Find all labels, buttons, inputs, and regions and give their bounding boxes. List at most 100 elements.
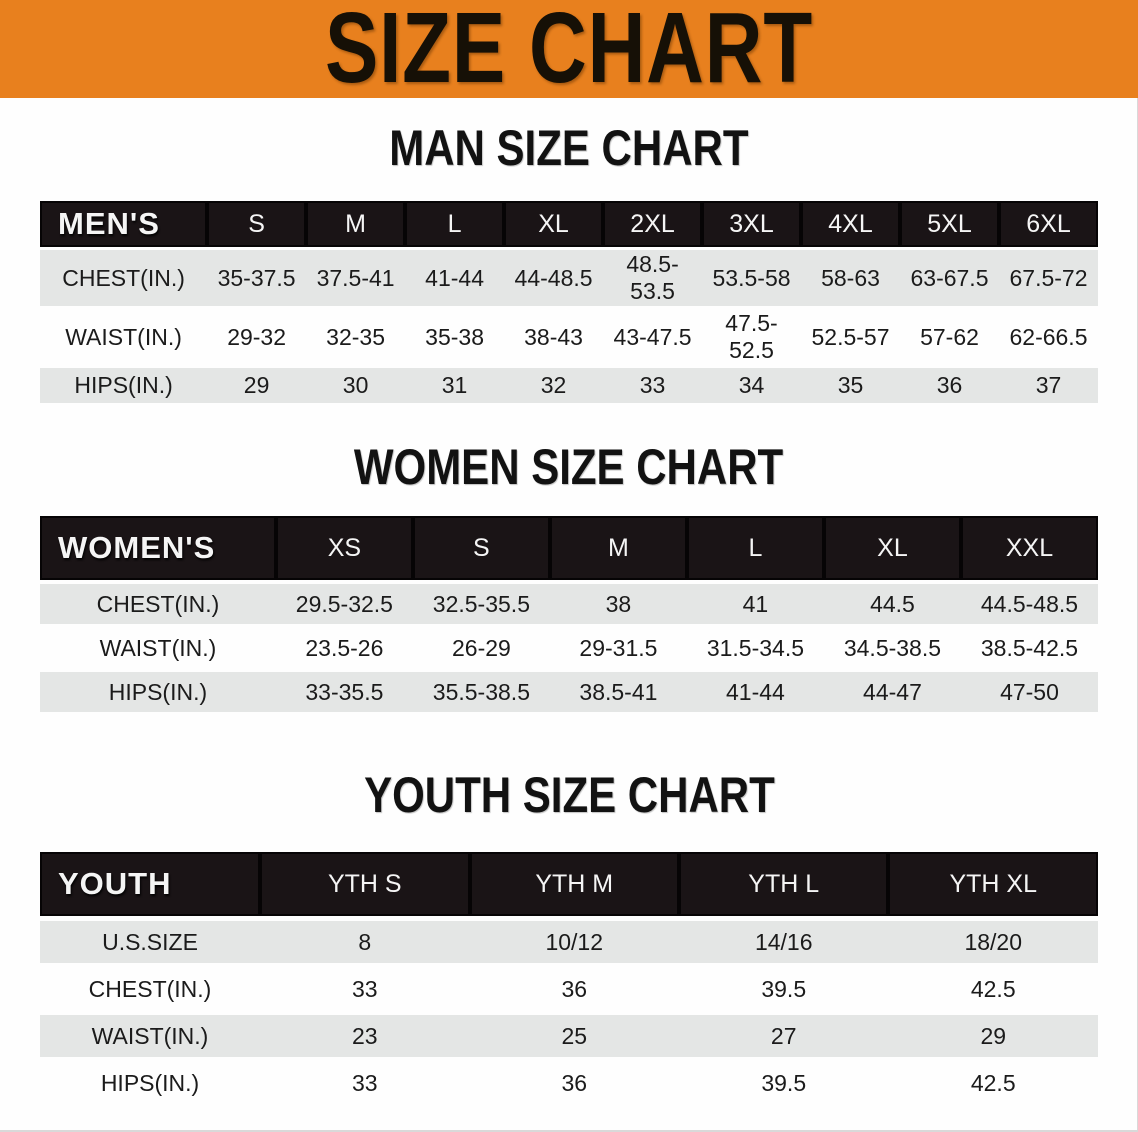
men-section: MAN SIZE CHART MEN'S S M L XL 2XL 3XL 4XL 5XL 6XL… (0, 120, 1138, 406)
measurement-value-cell: 8 (260, 921, 470, 963)
measurement-value-cell: 23.5-26 (275, 628, 413, 668)
measurement-value-cell: 34.5-38.5 (823, 628, 961, 668)
measurement-value-cell: 35-38 (405, 309, 505, 365)
measurement-value-cell: 41-44 (686, 672, 824, 712)
measurement-label-cell: U.S.SIZE (40, 921, 261, 963)
measurement-value-cell: 44.5-48.5 (960, 584, 1098, 624)
measurement-value-cell: 58-63 (801, 250, 900, 306)
table-row: U.S.SIZE 8 10/12 14/16 18/20 (40, 921, 1098, 963)
measurement-value-cell: 32 (504, 368, 604, 403)
table-header-row: YOUTH YTH S YTH M YTH L YTH XL (40, 852, 1098, 916)
women-section-title: WOMEN SIZE CHART (0, 442, 1138, 492)
measurement-value-cell: 63-67.5 (900, 250, 999, 306)
size-column-header: 5XL (900, 201, 999, 247)
measurement-value-cell: 33 (260, 968, 470, 1010)
size-column-header: YTH XL (888, 852, 1098, 916)
measurement-label-cell: CHEST(IN.) (40, 968, 261, 1010)
measurement-label-cell: WAIST(IN.) (40, 309, 208, 365)
measurement-label-cell: CHEST(IN.) (40, 584, 276, 624)
measurement-value-cell: 31.5-34.5 (686, 628, 824, 668)
measurement-value-cell: 31 (405, 368, 505, 403)
men-section-title-text: MAN SIZE CHART (389, 120, 749, 176)
youth-section: YOUTH SIZE CHART YOUTH YTH S YTH M YTH L YTH… (0, 770, 1138, 1109)
table-row: HIPS(IN.) 29 30 31 32 33 34 35 36 37 (40, 368, 1098, 403)
measurement-value-cell: 23 (260, 1015, 470, 1057)
measurement-value-cell: 38-43 (504, 309, 604, 365)
women-section: WOMEN SIZE CHART WOMEN'S XS S M L XL XXL CHEST(… (0, 442, 1138, 716)
size-column-header: YTH M (469, 852, 679, 916)
measurement-value-cell: 29 (888, 1015, 1098, 1057)
table-row: CHEST(IN.) 35-37.5 37.5-41 41-44 44-48.5 48.5… (40, 250, 1098, 306)
size-column-header: 6XL (998, 201, 1098, 247)
size-column-header: 2XL (603, 201, 703, 247)
men-section-title: MAN SIZE CHART (0, 120, 1138, 176)
measurement-value-cell: 35-37.5 (207, 250, 307, 306)
measurement-value-cell: 33-35.5 (275, 672, 413, 712)
size-column-header: 4XL (801, 201, 900, 247)
measurement-value-cell: 29.5-32.5 (275, 584, 413, 624)
size-column-header: S (412, 516, 550, 580)
measurement-value-cell: 62-66.5 (998, 309, 1098, 365)
measurement-value-cell: 47-50 (960, 672, 1098, 712)
size-column-header: XL (823, 516, 961, 580)
table-row: HIPS(IN.) 33 36 39.5 42.5 (40, 1062, 1098, 1104)
size-column-header: XS (275, 516, 413, 580)
measurement-label-cell: HIPS(IN.) (40, 368, 208, 403)
banner: SIZE CHART (0, 0, 1138, 98)
measurement-value-cell: 44-47 (823, 672, 961, 712)
measurement-value-cell: 33 (260, 1062, 470, 1104)
measurement-value-cell: 37 (998, 368, 1098, 403)
measurement-value-cell: 29 (207, 368, 307, 403)
table-row: CHEST(IN.) 29.5-32.5 32.5-35.5 38 41 44.5 44.5… (40, 584, 1098, 624)
measurement-value-cell: 35 (801, 368, 900, 403)
measurement-value-cell: 32.5-35.5 (412, 584, 550, 624)
measurement-value-cell: 52.5-57 (801, 309, 900, 365)
measurement-value-cell: 48.5-53.5 (603, 250, 703, 306)
table-title-cell: YOUTH (40, 852, 261, 916)
measurement-value-cell: 39.5 (678, 968, 889, 1010)
size-column-header: YTH S (260, 852, 470, 916)
size-column-header: 3XL (702, 201, 802, 247)
measurement-value-cell: 14/16 (678, 921, 889, 963)
measurement-value-cell: 38 (549, 584, 687, 624)
youth-section-title: YOUTH SIZE CHART (0, 770, 1138, 820)
table-row: WAIST(IN.) 29-32 32-35 35-38 38-43 43-47.5 47.… (40, 309, 1098, 365)
measurement-value-cell: 34 (702, 368, 802, 403)
size-column-header: XL (504, 201, 604, 247)
measurement-value-cell: 57-62 (900, 309, 999, 365)
measurement-value-cell: 32-35 (306, 309, 406, 365)
measurement-value-cell: 30 (306, 368, 406, 403)
size-column-header: XXL (960, 516, 1098, 580)
size-column-header: S (207, 201, 307, 247)
youth-size-table: YOUTH YTH S YTH M YTH L YTH XL U.S.SIZE 8 10/12… (40, 847, 1098, 1109)
table-row: WAIST(IN.) 23 25 27 29 (40, 1015, 1098, 1057)
measurement-value-cell: 29-32 (207, 309, 307, 365)
women-size-table: WOMEN'S XS S M L XL XXL CHEST(IN.) 29.5-32.5 32.5… (40, 512, 1098, 716)
measurement-value-cell: 43-47.5 (603, 309, 703, 365)
size-column-header: M (549, 516, 687, 580)
measurement-value-cell: 36 (469, 1062, 679, 1104)
measurement-value-cell: 38.5-41 (549, 672, 687, 712)
measurement-value-cell: 25 (469, 1015, 679, 1057)
measurement-value-cell: 27 (678, 1015, 889, 1057)
measurement-label-cell: WAIST(IN.) (40, 1015, 261, 1057)
size-column-header: YTH L (678, 852, 889, 916)
men-size-table: MEN'S S M L XL 2XL 3XL 4XL 5XL 6XL CHEST(IN.) 35-37… (40, 198, 1098, 406)
measurement-label-cell: HIPS(IN.) (40, 672, 276, 712)
table-row: CHEST(IN.) 33 36 39.5 42.5 (40, 968, 1098, 1010)
table-title-cell: MEN'S (40, 201, 208, 247)
measurement-value-cell: 29-31.5 (549, 628, 687, 668)
measurement-value-cell: 26-29 (412, 628, 550, 668)
measurement-value-cell: 10/12 (469, 921, 679, 963)
measurement-label-cell: WAIST(IN.) (40, 628, 276, 668)
measurement-value-cell: 41 (686, 584, 824, 624)
measurement-value-cell: 53.5-58 (702, 250, 802, 306)
measurement-value-cell: 37.5-41 (306, 250, 406, 306)
measurement-label-cell: HIPS(IN.) (40, 1062, 261, 1104)
measurement-value-cell: 36 (469, 968, 679, 1010)
measurement-value-cell: 44.5 (823, 584, 961, 624)
measurement-value-cell: 42.5 (888, 1062, 1098, 1104)
measurement-value-cell: 36 (900, 368, 999, 403)
measurement-value-cell: 41-44 (405, 250, 505, 306)
